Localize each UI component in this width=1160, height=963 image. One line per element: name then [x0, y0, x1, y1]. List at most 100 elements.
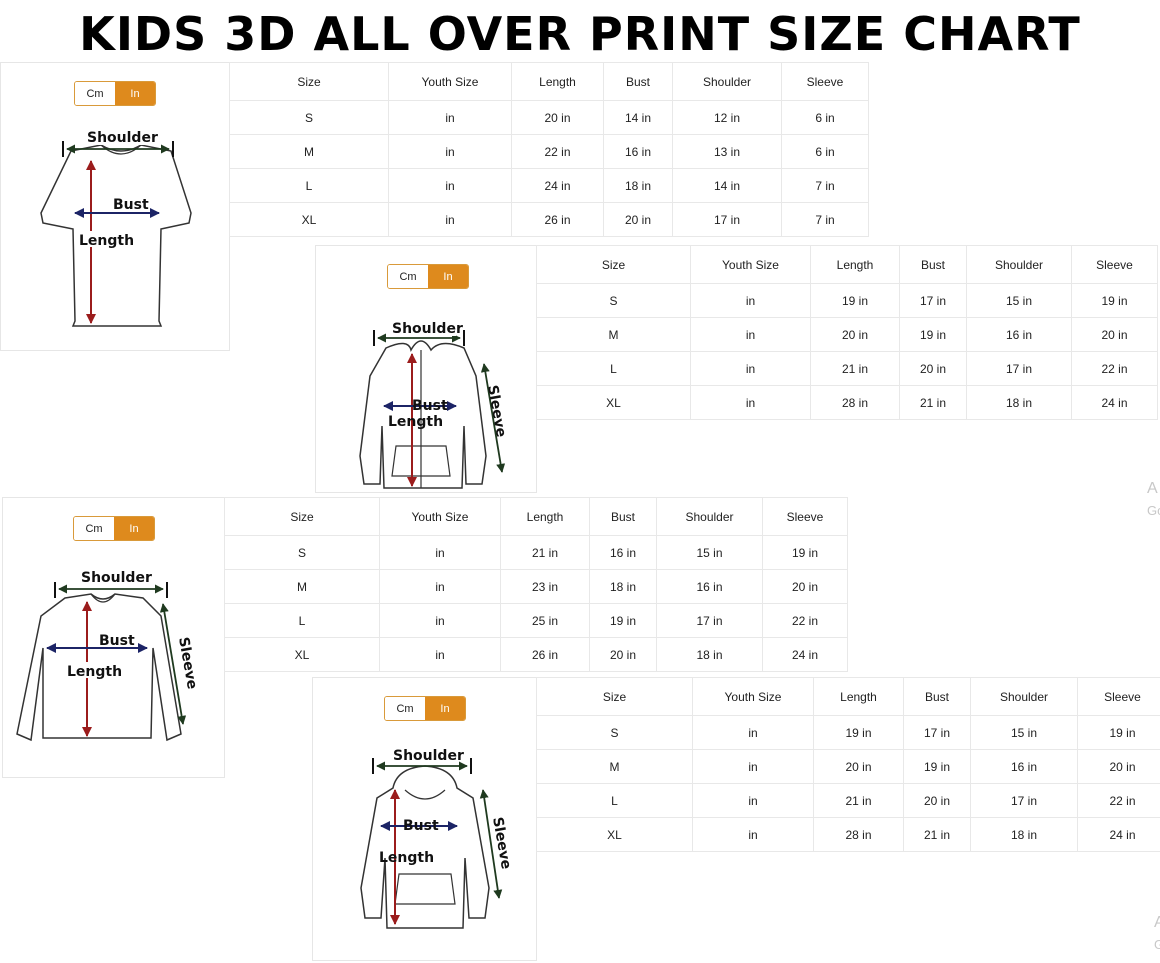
- table-cell: 17 in: [899, 283, 967, 318]
- column-header: Length: [813, 677, 904, 716]
- table-cell: 16 in: [603, 134, 673, 169]
- table-cell: in: [379, 603, 501, 638]
- table-cell: L: [536, 783, 693, 818]
- unit-toggle[interactable]: Cm In: [387, 264, 469, 289]
- table-cell: 12 in: [672, 100, 782, 135]
- sleeve-label: Sleeve: [175, 636, 200, 690]
- watermark-line: A: [1154, 914, 1160, 931]
- table-cell: 18 in: [603, 168, 673, 203]
- table-cell: 18 in: [589, 569, 657, 604]
- table-cell: 19 in: [1071, 283, 1158, 318]
- cm-option[interactable]: Cm: [385, 697, 425, 720]
- shoulder-label: Shoulder: [392, 321, 463, 337]
- column-header: Bust: [603, 62, 673, 101]
- bust-label: Bust: [99, 633, 135, 649]
- unit-toggle[interactable]: Cm In: [384, 696, 466, 721]
- table-cell: 15 in: [970, 715, 1078, 750]
- table-cell: in: [690, 283, 811, 318]
- table-cell: 24 in: [1077, 817, 1160, 852]
- table-cell: in: [690, 385, 811, 420]
- table-header-row: Size Youth Size Length Bust Shoulder Sleeve: [536, 677, 1160, 716]
- bust-label: Bust: [412, 398, 448, 414]
- table-cell: 28 in: [813, 817, 904, 852]
- unit-toggle[interactable]: Cm In: [73, 516, 155, 541]
- table-cell: 18 in: [966, 385, 1072, 420]
- column-header: Sleeve: [781, 62, 869, 101]
- table-cell: 25 in: [500, 603, 590, 638]
- table-cell: 17 in: [966, 351, 1072, 386]
- cm-option[interactable]: Cm: [74, 517, 114, 540]
- table-cell: 28 in: [810, 385, 900, 420]
- table-cell: XL: [536, 385, 691, 420]
- column-header: Bust: [899, 245, 967, 284]
- table-cell: L: [229, 168, 389, 203]
- column-header: Bust: [903, 677, 971, 716]
- table-cell: 19 in: [813, 715, 904, 750]
- shoulder-label: Shoulder: [81, 570, 152, 586]
- table-cell: 19 in: [899, 317, 967, 352]
- column-header: Size: [229, 62, 389, 101]
- pullover-hoodie-diagram: Shoulder Bust Length Sleeve Cm In: [312, 677, 537, 961]
- table-header-row: Size Youth Size Length Bust Shoulder Sleeve: [536, 245, 1158, 284]
- column-header: Youth Size: [379, 497, 501, 536]
- in-option[interactable]: In: [115, 82, 155, 105]
- shoulder-label: Shoulder: [87, 130, 158, 146]
- column-header: Shoulder: [672, 62, 782, 101]
- column-header: Length: [511, 62, 604, 101]
- table-cell: 19 in: [810, 283, 900, 318]
- bust-label: Bust: [113, 197, 149, 213]
- column-header: Length: [500, 497, 590, 536]
- table-cell: 17 in: [672, 202, 782, 237]
- cm-option[interactable]: Cm: [388, 265, 428, 288]
- shoulder-label: Shoulder: [393, 748, 464, 764]
- table-cell: 7 in: [781, 168, 869, 203]
- table-cell: 20 in: [903, 783, 971, 818]
- table-cell: 6 in: [781, 100, 869, 135]
- table-cell: XL: [224, 637, 380, 672]
- table-cell: 18 in: [656, 637, 763, 672]
- zip-hoodie-diagram: Shoulder Bust Length Sleeve Cm In: [315, 245, 537, 493]
- table-cell: 21 in: [899, 385, 967, 420]
- table-cell: 24 in: [511, 168, 604, 203]
- column-header: Youth Size: [388, 62, 512, 101]
- table-cell: 15 in: [656, 535, 763, 570]
- in-option[interactable]: In: [425, 697, 465, 720]
- page-title: KIDS 3D ALL OVER PRINT SIZE CHART: [79, 7, 1081, 61]
- table-cell: 20 in: [1077, 749, 1160, 784]
- column-header: Shoulder: [966, 245, 1072, 284]
- length-label: Length: [79, 233, 134, 249]
- zip-hoodie-icon: Shoulder Bust Length Sleeve: [359, 320, 509, 489]
- table-row: XL in 28 in 21 in 18 in 24 in: [536, 385, 1158, 420]
- long-sleeve-diagram: Shoulder Bust Length Sleeve Cm In: [2, 497, 225, 778]
- table-row: XL in 26 in 20 in 18 in 24 in: [224, 637, 848, 672]
- table-cell: M: [229, 134, 389, 169]
- unit-toggle[interactable]: Cm In: [74, 81, 156, 106]
- table-cell: 7 in: [781, 202, 869, 237]
- table-cell: 20 in: [511, 100, 604, 135]
- table-cell: 17 in: [970, 783, 1078, 818]
- cm-option[interactable]: Cm: [75, 82, 115, 105]
- table-cell: 19 in: [762, 535, 848, 570]
- table-cell: 17 in: [903, 715, 971, 750]
- column-header: Size: [536, 677, 693, 716]
- watermark-text: A Go: [1147, 478, 1160, 522]
- table-cell: S: [224, 535, 380, 570]
- length-label: Length: [388, 414, 443, 430]
- table-cell: in: [379, 535, 501, 570]
- in-option[interactable]: In: [428, 265, 468, 288]
- table-cell: 20 in: [899, 351, 967, 386]
- table-cell: 20 in: [762, 569, 848, 604]
- table-cell: in: [692, 817, 814, 852]
- in-option[interactable]: In: [114, 517, 154, 540]
- table-row: XL in 28 in 21 in 18 in 24 in: [536, 817, 1160, 852]
- column-header: Sleeve: [1077, 677, 1160, 716]
- table-cell: 18 in: [970, 817, 1078, 852]
